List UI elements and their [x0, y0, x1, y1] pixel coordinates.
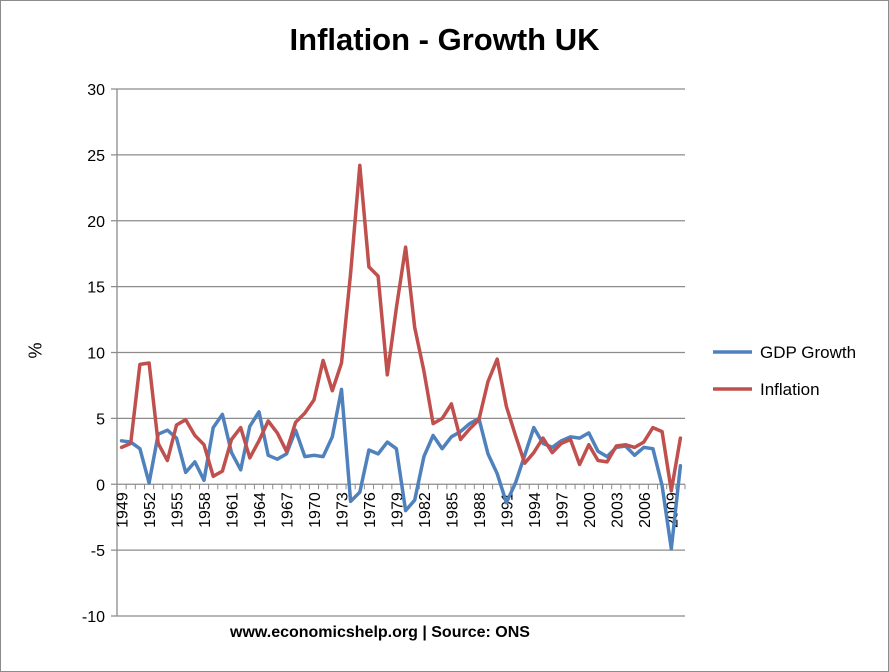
legend-label: Inflation — [760, 380, 820, 399]
chart-title: Inflation - Growth UK — [289, 22, 600, 57]
y-tick-label: 25 — [87, 148, 105, 165]
x-tick-label: 1967 — [279, 492, 296, 528]
legend-label: GDP Growth — [760, 343, 856, 362]
y-tick-label: 20 — [87, 214, 105, 231]
x-tick-label: 1955 — [170, 492, 187, 528]
x-tick-label: 1979 — [389, 492, 406, 528]
x-tick-label: 2000 — [582, 492, 599, 528]
x-tick-label: 1982 — [417, 492, 434, 528]
series-line-inflation — [119, 163, 683, 493]
x-tick-label: 1970 — [307, 492, 324, 528]
x-tick-label: 1994 — [527, 492, 544, 528]
x-tick-label: 1985 — [444, 492, 461, 528]
y-tick-label: -10 — [82, 609, 105, 626]
y-tick-label: 15 — [87, 280, 105, 297]
x-tick-label: 1952 — [142, 492, 159, 528]
y-tick-label: 30 — [87, 82, 105, 99]
y-tick-label: 5 — [96, 411, 105, 428]
x-tick-label: 2003 — [609, 492, 626, 528]
x-tick-label: 1988 — [472, 492, 489, 528]
x-tick-label: 1973 — [334, 492, 351, 528]
x-tick-label: 1976 — [362, 492, 379, 528]
source-note: www.economicshelp.org | Source: ONS — [230, 624, 530, 641]
x-tick-label: 1991 — [499, 492, 516, 528]
y-tick-label: 10 — [87, 346, 105, 363]
x-tick-label: 1961 — [225, 492, 242, 528]
series-line-gdp-growth — [119, 387, 683, 551]
x-tick-label: 1964 — [252, 492, 269, 528]
x-tick-label: 1958 — [197, 492, 214, 528]
x-tick-label: 1997 — [554, 492, 571, 528]
x-tick-label: 1949 — [115, 492, 132, 528]
y-tick-label: -5 — [91, 543, 105, 560]
x-tick-label: 2006 — [637, 492, 654, 528]
y-tick-label: 0 — [96, 477, 105, 494]
